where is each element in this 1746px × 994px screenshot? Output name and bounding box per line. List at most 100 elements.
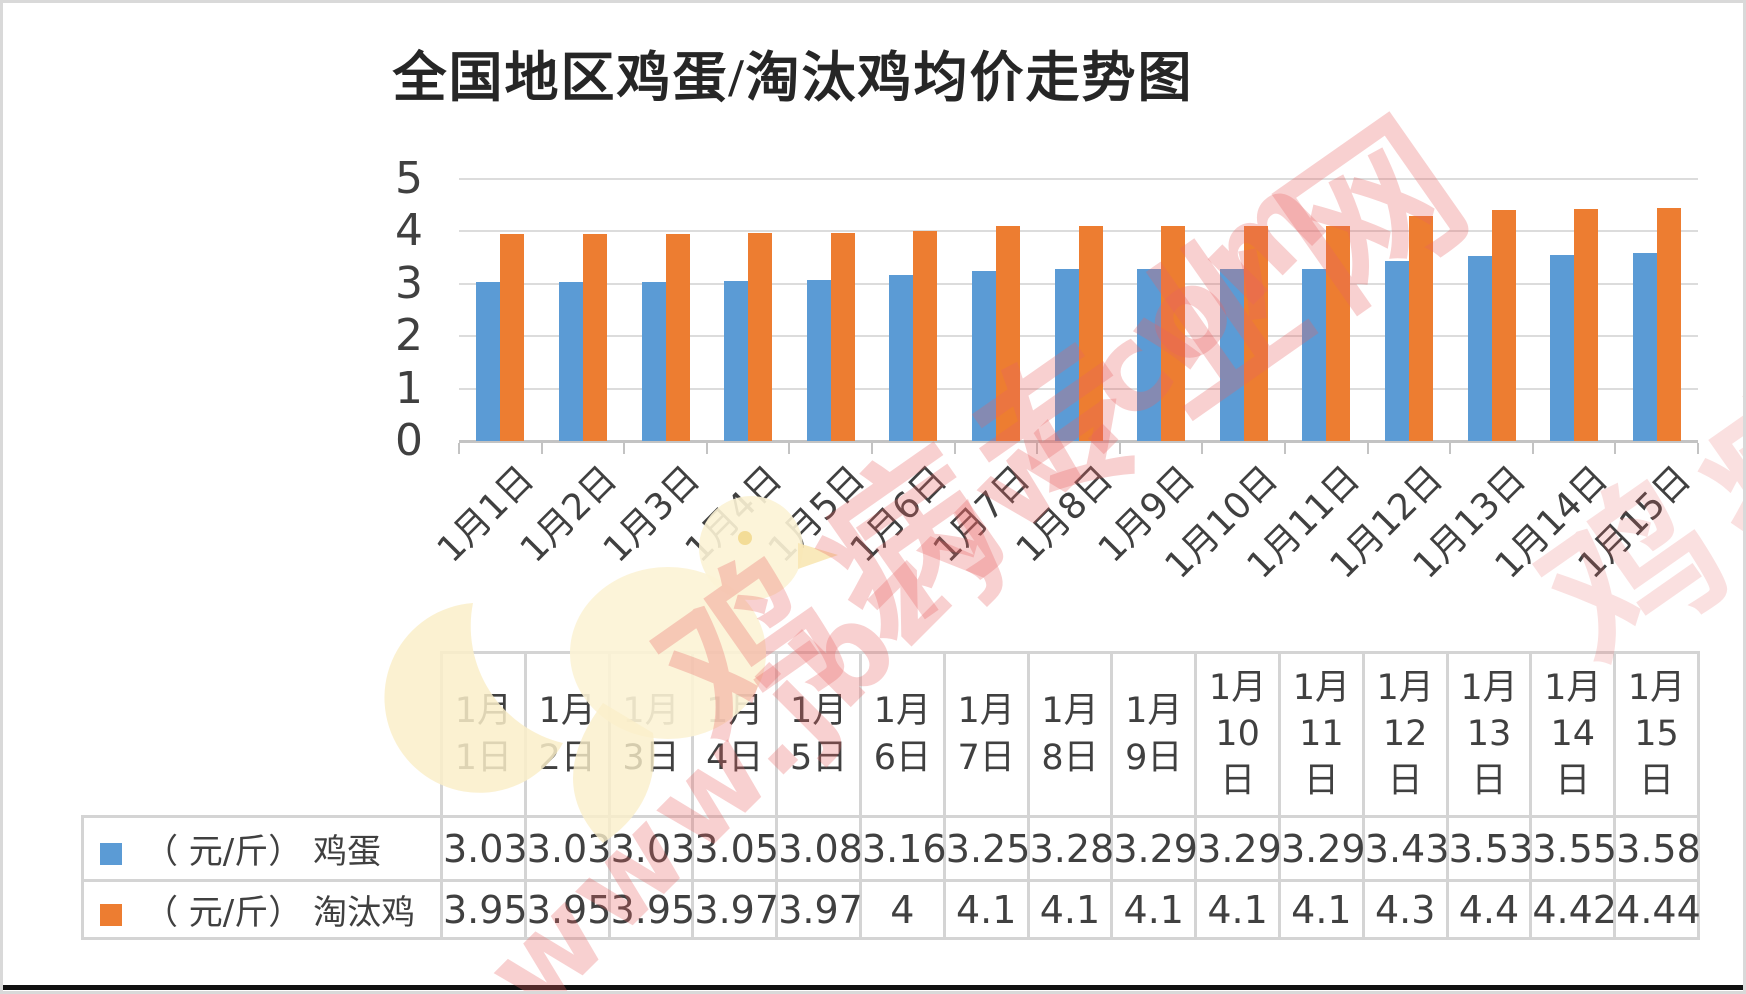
bar-culled-chicken-price bbox=[1574, 209, 1599, 441]
table-value-cell: 3.08 bbox=[775, 815, 863, 882]
x-axis-tick bbox=[1284, 443, 1286, 454]
bar-culled-chicken-price bbox=[582, 234, 607, 441]
table-date-header: 1月 3日 bbox=[607, 651, 695, 818]
x-axis-tick bbox=[1697, 443, 1699, 454]
table-value-cell: 3.28 bbox=[1026, 815, 1114, 882]
bar-culled-chicken-price bbox=[1408, 215, 1433, 441]
x-axis-tick bbox=[788, 443, 791, 454]
legend-label: （ 元/斤） 鸡蛋 bbox=[144, 832, 382, 872]
table-value-cell: 3.95 bbox=[440, 879, 528, 940]
x-axis-tick bbox=[1531, 443, 1534, 454]
table-date-header: 1月 4日 bbox=[691, 651, 779, 818]
table-date-header: 1月 6日 bbox=[858, 651, 946, 818]
chart-title: 全国地区鸡蛋/淘汰鸡均价走势图 bbox=[392, 48, 1194, 108]
bar-egg-price bbox=[1467, 256, 1492, 441]
table-date-header: 1月 12 日 bbox=[1361, 651, 1449, 818]
bar-culled-chicken-price bbox=[500, 234, 525, 441]
y-axis-tick-label: 5 bbox=[395, 153, 423, 204]
table-value-cell: 4.4 bbox=[1445, 879, 1533, 940]
legend-cell: （ 元/斤） 鸡蛋 bbox=[81, 815, 443, 882]
table-value-cell: 3.53 bbox=[1445, 815, 1533, 882]
table-value-cell: 4.44 bbox=[1613, 879, 1701, 940]
bar-culled-chicken-price bbox=[1491, 210, 1516, 441]
y-axis-tick-label: 3 bbox=[395, 257, 423, 309]
table-value-cell: 3.97 bbox=[691, 879, 779, 940]
table-date-header: 1月 7日 bbox=[942, 651, 1030, 818]
table-date-header: 1月 8日 bbox=[1026, 651, 1114, 818]
y-axis-tick-label: 1 bbox=[395, 362, 423, 414]
x-axis-tick bbox=[540, 443, 543, 454]
table-corner-cell bbox=[83, 653, 442, 817]
legend-label: （ 元/斤） 淘汰鸡 bbox=[144, 893, 416, 933]
bar-egg-price bbox=[971, 270, 996, 441]
table-value-cell: 3.95 bbox=[523, 879, 611, 940]
bar-culled-chicken-price bbox=[913, 231, 938, 441]
bar-culled-chicken-price bbox=[995, 226, 1020, 441]
bar-chart-plot-area: 0 1 2 3 4 5 1月1日 1月2日 1月3日 1月4日 1月5日 1月6日 1月7日 1月8日 1月… bbox=[3, 3, 1743, 991]
table-value-cell: 3.25 bbox=[942, 815, 1030, 882]
table-value-cell: 4.1 bbox=[1277, 879, 1365, 940]
bar-culled-chicken-price bbox=[1161, 226, 1186, 441]
table-value-cell: 3.95 bbox=[607, 879, 695, 940]
table-value-cell: 3.29 bbox=[1110, 815, 1198, 882]
bar-culled-chicken-price bbox=[748, 232, 773, 441]
table-value-cell: 4.1 bbox=[1026, 879, 1114, 940]
table-date-header: 1月 9日 bbox=[1110, 651, 1198, 818]
table-date-header: 1月 5日 bbox=[775, 651, 862, 818]
bar-egg-price bbox=[806, 279, 831, 441]
table-value-cell: 3.55 bbox=[1529, 815, 1617, 882]
table-value-cell: 4.1 bbox=[942, 879, 1030, 940]
legend-swatch-egg bbox=[100, 843, 122, 865]
table-value-cell: 4.42 bbox=[1529, 879, 1617, 940]
bar-egg-price bbox=[1219, 268, 1244, 441]
table-value-cell: 4.1 bbox=[1194, 879, 1281, 940]
legend-cell: （ 元/斤） 淘汰鸡 bbox=[81, 879, 443, 940]
bar-egg-price bbox=[558, 282, 583, 441]
table-value-cell: 4 bbox=[858, 879, 946, 940]
bar-egg-price bbox=[889, 275, 914, 441]
bar-egg-price bbox=[1632, 253, 1657, 441]
x-axis-tick bbox=[458, 443, 460, 454]
gridline bbox=[459, 178, 1698, 180]
table-value-cell: 4.1 bbox=[1110, 879, 1198, 940]
table-value-cell: 3.29 bbox=[1277, 815, 1366, 882]
bar-egg-price bbox=[1054, 269, 1079, 441]
table-value-cell: 3.97 bbox=[775, 879, 863, 940]
table-date-header: 1月 2日 bbox=[523, 651, 611, 818]
table-date-header: 1月 1日 bbox=[440, 651, 527, 818]
bar-egg-price bbox=[641, 282, 666, 441]
bar-egg-price bbox=[724, 281, 749, 441]
table-value-cell: 3.03 bbox=[440, 815, 528, 882]
table-value-cell: 3.03 bbox=[523, 815, 611, 882]
x-axis-tick bbox=[1118, 443, 1121, 454]
legend-swatch-culled-chicken bbox=[100, 904, 122, 926]
price-data-table: 1月 1日 1月 2日 1月 3日 1月 4日 1月 5日 1月 6日 1月 7日 1月 8日… bbox=[81, 651, 1701, 940]
x-axis-tick bbox=[1449, 443, 1452, 454]
x-axis-line bbox=[459, 440, 1698, 443]
x-axis-tick bbox=[623, 443, 626, 454]
table-value-cell: 3.58 bbox=[1613, 815, 1701, 882]
x-axis-tick bbox=[871, 443, 873, 454]
bar-culled-chicken-price bbox=[1656, 208, 1681, 441]
bar-egg-price bbox=[1137, 268, 1162, 441]
bar-egg-price bbox=[476, 282, 501, 441]
bar-culled-chicken-price bbox=[830, 232, 855, 441]
table-value-cell: 3.03 bbox=[607, 815, 695, 882]
y-axis-tick-label: 0 bbox=[395, 415, 423, 466]
table-value-cell: 4.3 bbox=[1361, 879, 1449, 940]
table-value-cell: 3.16 bbox=[858, 815, 947, 882]
bar-culled-chicken-price bbox=[1243, 226, 1268, 441]
bar-culled-chicken-price bbox=[1326, 226, 1351, 441]
table-date-header: 1月 13 日 bbox=[1445, 651, 1533, 818]
x-axis-tick bbox=[1614, 443, 1617, 454]
table-date-header: 1月 15 日 bbox=[1613, 651, 1700, 818]
x-axis-tick bbox=[1036, 443, 1039, 454]
bar-egg-price bbox=[1302, 268, 1327, 441]
x-axis-tick bbox=[705, 443, 708, 454]
table-date-header: 1月 14 日 bbox=[1529, 651, 1617, 818]
bar-culled-chicken-price bbox=[665, 234, 690, 441]
y-axis-tick-label: 2 bbox=[395, 310, 423, 362]
bar-egg-price bbox=[1550, 254, 1575, 441]
bar-culled-chicken-price bbox=[1078, 226, 1103, 441]
